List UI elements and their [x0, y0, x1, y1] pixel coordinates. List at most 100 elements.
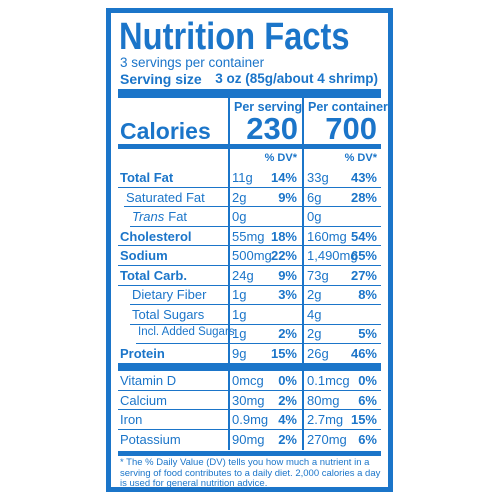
serving-dv: 18%	[270, 228, 297, 244]
medium-rule	[118, 144, 381, 149]
container-amount: 33g	[307, 170, 329, 185]
serving-amount: 2g	[232, 189, 247, 205]
serving-dv: 2%	[278, 392, 297, 408]
calories-label: Calories	[120, 118, 211, 144]
container-dv: 46%	[350, 345, 377, 361]
nutrient-label: Total Sugars	[132, 306, 205, 322]
serving-size: 3 oz (85g/about 4 shrimp)	[215, 71, 378, 86]
dv-header: % DV*	[264, 152, 297, 164]
container-amount: 73g	[307, 267, 329, 283]
nutrient-label: Calcium	[120, 392, 167, 408]
serving-dv: 9%	[278, 267, 297, 283]
medium-rule	[118, 451, 381, 456]
serving-dv: 2%	[278, 431, 297, 447]
title: Nutrition Facts	[119, 16, 350, 58]
per-serving: Per serving	[234, 100, 303, 114]
serving-amount: 90mg	[232, 431, 265, 447]
serving-dv: 9%	[278, 189, 297, 205]
nutrient-label: Dietary Fiber	[132, 287, 207, 303]
serving-amount: 0mcg	[232, 373, 264, 388]
calories-serving: 230	[246, 111, 298, 146]
container-amount: 160mg	[307, 228, 347, 244]
serving-size-label: Serving size	[120, 71, 202, 87]
nutrient-label: Total Carb.	[120, 267, 187, 283]
container-dv: 0%	[358, 373, 377, 388]
container-dv: 27%	[350, 267, 377, 283]
nutrient-label: Trans Fat	[132, 209, 187, 224]
row-rule	[130, 226, 381, 227]
container-dv: 6%	[358, 431, 377, 447]
nutrient-label: Saturated Fat	[126, 189, 205, 205]
serving-amount: 24g	[232, 267, 254, 283]
label-italic: Trans	[132, 209, 165, 225]
row-rule	[130, 324, 381, 325]
row-rule	[118, 187, 381, 188]
nutrient-label: Protein	[120, 345, 165, 361]
container-dv: 43%	[350, 170, 377, 185]
container-dv: 15%	[350, 412, 377, 428]
serving-amount: 30mg	[232, 392, 265, 408]
container-amount: 80mg	[307, 392, 340, 408]
serving-amount: 0.9mg	[232, 412, 269, 428]
container-amount: 6g	[307, 189, 322, 205]
serving-dv: 2%	[278, 326, 297, 342]
nutrient-label: Potassium	[120, 431, 181, 447]
label-border	[106, 8, 393, 492]
row-rule	[118, 245, 381, 246]
container-amount: 26g	[307, 345, 329, 361]
container-amount: 1,490mg	[307, 248, 358, 264]
container-amount: 2g	[307, 287, 322, 303]
serving-dv: 22%	[270, 248, 297, 264]
nutrient-label: Total Fat	[120, 170, 174, 185]
serving-amount: 1g	[232, 306, 247, 322]
thick-rule	[118, 363, 381, 371]
container-amount: 2g	[307, 326, 322, 342]
column-rule	[228, 98, 230, 450]
serving-dv: 3%	[278, 287, 297, 303]
dv-header: % DV*	[344, 152, 377, 164]
container-amount: 2.7mg	[307, 412, 344, 428]
footnote: * The % Daily Value (DV) tells you how m…	[120, 457, 381, 489]
row-rule	[136, 343, 381, 344]
container-amount: 0g	[307, 209, 322, 225]
container-dv: 65%	[350, 248, 377, 264]
calories-container: 700	[325, 111, 377, 146]
serving-dv: 14%	[270, 170, 297, 185]
label-text: Fat	[168, 209, 188, 225]
row-rule	[118, 390, 381, 391]
container-amount: 0.1mcg	[307, 373, 350, 388]
serving-dv: 15%	[270, 345, 297, 361]
nutrient-label: Incl. Added Sugars	[138, 326, 235, 339]
servings: 3 servings per container	[120, 55, 265, 70]
container-dv: 54%	[350, 228, 377, 244]
nutrient-label: Sodium	[120, 248, 168, 264]
serving-amount: 9g	[232, 345, 247, 361]
serving-dv: 4%	[278, 412, 297, 428]
serving-amount: 1g	[232, 287, 247, 303]
thick-rule	[118, 89, 381, 98]
container-dv: 6%	[358, 392, 377, 408]
row-rule	[118, 285, 381, 286]
container-amount: 270mg	[307, 431, 347, 447]
container-dv: 8%	[358, 287, 377, 303]
nutrient-label: Vitamin D	[120, 373, 177, 388]
container-amount: 4g	[307, 306, 322, 322]
nutrient-label: Iron	[120, 412, 143, 428]
serving-amount: 0g	[232, 209, 247, 225]
nutrient-label: Cholesterol	[120, 228, 192, 244]
serving-amount: 55mg	[232, 228, 265, 244]
row-rule	[130, 304, 381, 305]
row-rule	[118, 409, 381, 410]
column-rule	[302, 98, 304, 450]
container-dv: 5%	[358, 326, 377, 342]
serving-dv: 0%	[278, 373, 297, 388]
row-rule	[118, 429, 381, 430]
serving-amount: 11g	[232, 170, 253, 185]
row-rule	[124, 206, 381, 207]
serving-amount: 1g	[232, 326, 247, 342]
row-rule	[118, 265, 381, 266]
container-dv: 28%	[350, 189, 377, 205]
serving-amount: 500mg	[232, 248, 272, 264]
per-container: Per container	[308, 100, 388, 114]
